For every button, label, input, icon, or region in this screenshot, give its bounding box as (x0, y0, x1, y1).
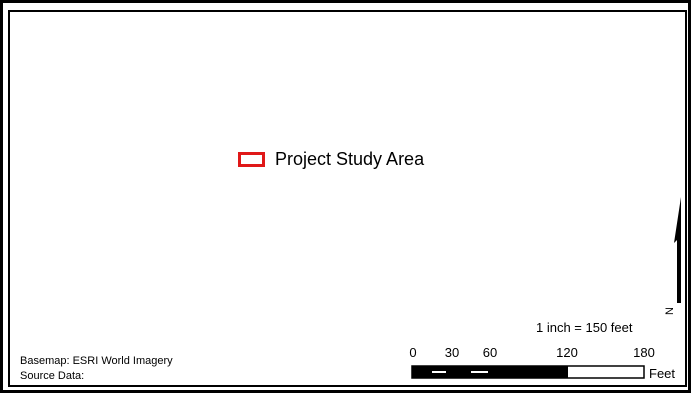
scale-bar (408, 364, 646, 382)
source-data-credit: Source Data: (20, 370, 84, 382)
scale-tick-label: 180 (633, 345, 655, 360)
study-area-swatch-icon (238, 152, 265, 167)
scale-tick-label: 60 (483, 345, 497, 360)
legend-item-project-study-area: Project Study Area (238, 145, 424, 173)
basemap-credit: Basemap: ESRI World Imagery (20, 355, 173, 367)
north-arrow-letter: N (664, 307, 676, 315)
legend-label: Project Study Area (275, 149, 424, 170)
scale-tick-label: 30 (445, 345, 459, 360)
scale-tick-label: 0 (409, 345, 416, 360)
north-arrow-icon (660, 195, 684, 310)
scale-unit-label: Feet (649, 366, 675, 381)
scale-ratio-text: 1 inch = 150 feet (536, 320, 633, 335)
scale-tick-label: 120 (556, 345, 578, 360)
